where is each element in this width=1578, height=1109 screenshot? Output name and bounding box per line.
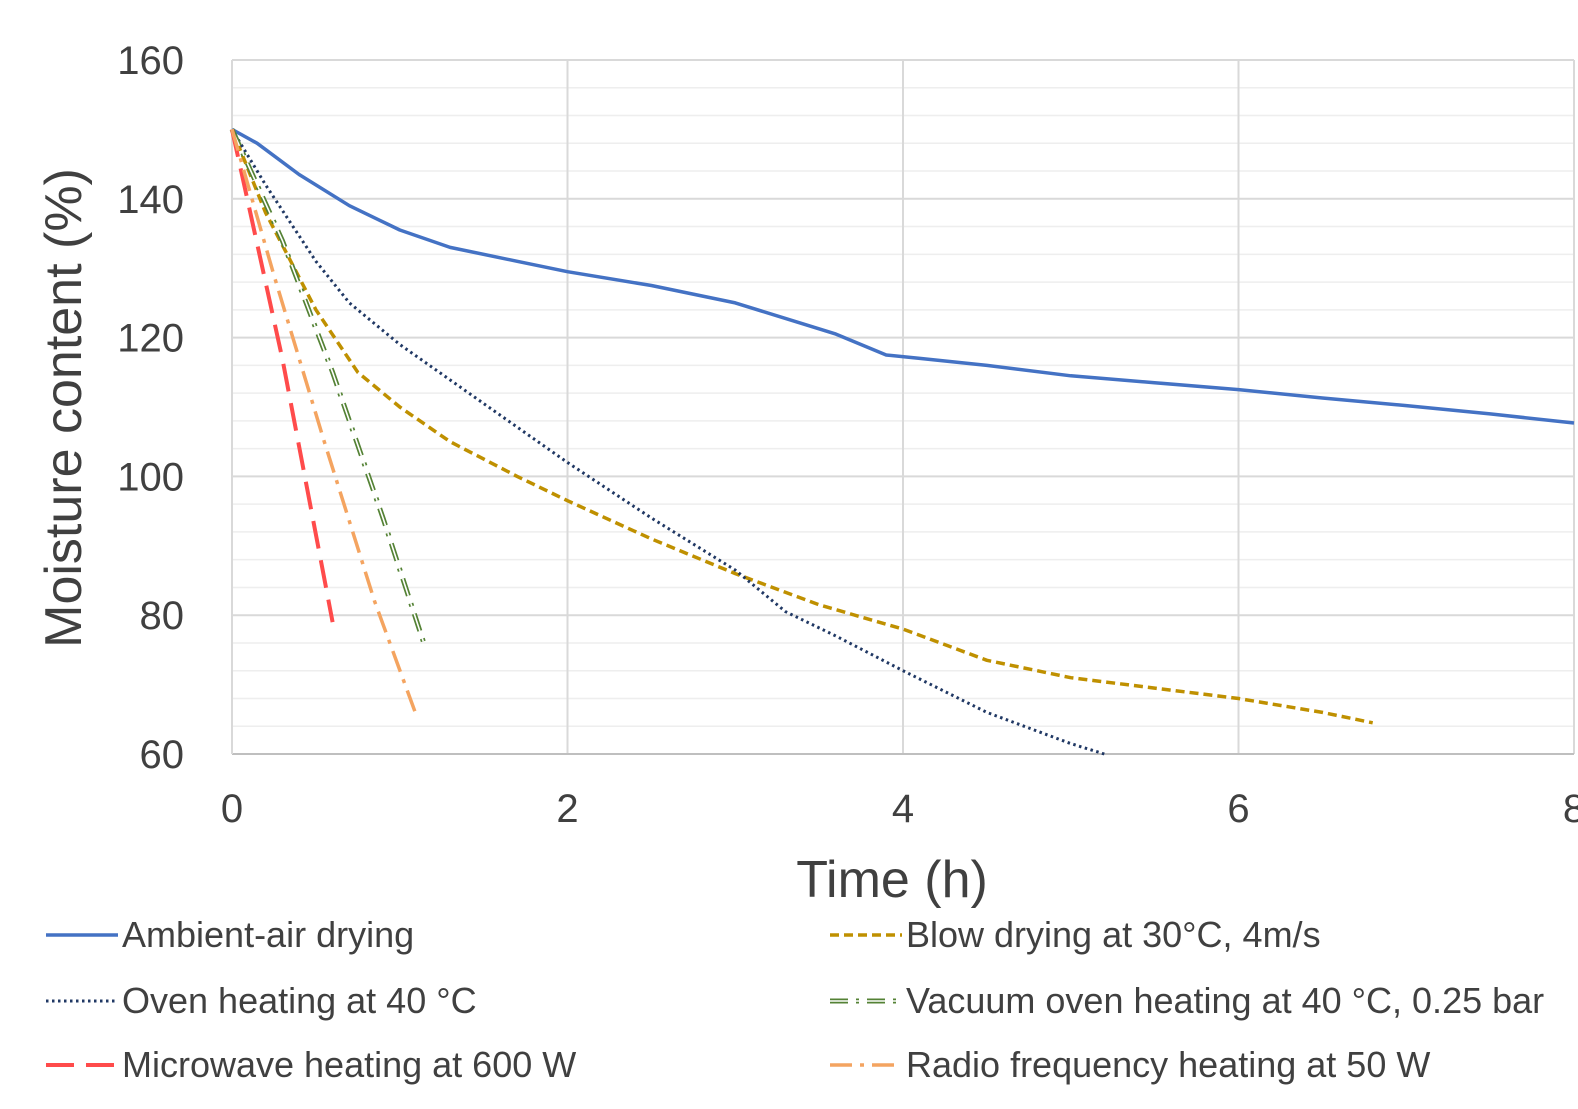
y-tick-label: 140 [117, 178, 184, 222]
y-tick-label: 100 [117, 455, 184, 499]
y-tick-label: 120 [117, 317, 184, 361]
legend-item: Radio frequency heating at 50 W [830, 1044, 1430, 1085]
legend-item: Ambient-air drying [46, 914, 414, 955]
x-axis-title: Time (h) [796, 851, 988, 909]
gridlines [231, 59, 1575, 755]
y-axis-title: Moisture content (%) [35, 168, 93, 648]
series-2-line [230, 128, 1374, 725]
series-1-line [231, 127, 1575, 425]
axes [231, 60, 1574, 755]
y-tick-label: 160 [117, 39, 184, 83]
x-tick-label: 0 [221, 787, 243, 831]
legend-label: Oven heating at 40 °C [122, 980, 477, 1021]
x-tick-label: 2 [556, 787, 578, 831]
y-tick-label: 60 [140, 733, 185, 777]
legend-label: Vacuum oven heating at 40 °C, 0.25 bar [906, 980, 1544, 1021]
series-4-line [229, 128, 428, 648]
legend-label: Blow drying at 30°C, 4m/s [906, 914, 1321, 955]
y-tick-label: 80 [140, 594, 185, 638]
legend-label: Microwave heating at 600 W [122, 1044, 576, 1085]
series-3-line [230, 128, 1105, 756]
tick-labels: 60 80 100 120 140 160 0 2 4 6 8 [117, 39, 1578, 831]
legend-item: Blow drying at 30°C, 4m/s [830, 914, 1321, 955]
legend: Ambient-air drying Blow drying at 30°C, 4… [46, 914, 1544, 1085]
series-4-line-inner [231, 129, 426, 647]
series-lines [229, 127, 1575, 756]
x-tick-label: 6 [1227, 787, 1249, 831]
legend-item: Microwave heating at 600 W [46, 1044, 576, 1085]
series-5-line [230, 128, 335, 623]
legend-item: Vacuum oven heating at 40 °C, 0.25 bar [830, 980, 1544, 1021]
series-6-line [230, 128, 419, 717]
x-tick-label: 8 [1563, 787, 1578, 831]
legend-label: Radio frequency heating at 50 W [906, 1044, 1430, 1085]
x-tick-label: 4 [892, 787, 914, 831]
legend-item: Oven heating at 40 °C [46, 980, 477, 1021]
legend-label: Ambient-air drying [122, 914, 414, 955]
